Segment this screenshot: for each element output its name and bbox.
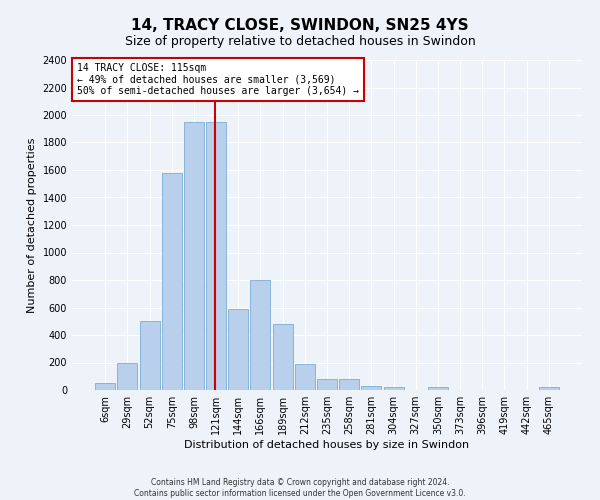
Text: 14 TRACY CLOSE: 115sqm
← 49% of detached houses are smaller (3,569)
50% of semi-: 14 TRACY CLOSE: 115sqm ← 49% of detached… xyxy=(77,64,359,96)
Bar xyxy=(383,387,404,390)
Bar xyxy=(228,309,248,390)
Bar xyxy=(272,324,293,390)
Bar xyxy=(162,173,182,390)
Bar xyxy=(539,387,559,390)
Bar xyxy=(118,362,137,390)
Text: Contains HM Land Registry data © Crown copyright and database right 2024.
Contai: Contains HM Land Registry data © Crown c… xyxy=(134,478,466,498)
Bar xyxy=(361,386,382,390)
Text: 14, TRACY CLOSE, SWINDON, SN25 4YS: 14, TRACY CLOSE, SWINDON, SN25 4YS xyxy=(131,18,469,32)
Bar xyxy=(140,322,160,390)
Bar xyxy=(250,280,271,390)
Bar xyxy=(206,122,226,390)
Text: Size of property relative to detached houses in Swindon: Size of property relative to detached ho… xyxy=(125,35,475,48)
Bar xyxy=(317,379,337,390)
X-axis label: Distribution of detached houses by size in Swindon: Distribution of detached houses by size … xyxy=(184,440,470,450)
Bar xyxy=(295,364,315,390)
Bar xyxy=(95,383,115,390)
Bar xyxy=(184,122,204,390)
Bar xyxy=(339,379,359,390)
Y-axis label: Number of detached properties: Number of detached properties xyxy=(27,138,37,312)
Bar xyxy=(428,387,448,390)
